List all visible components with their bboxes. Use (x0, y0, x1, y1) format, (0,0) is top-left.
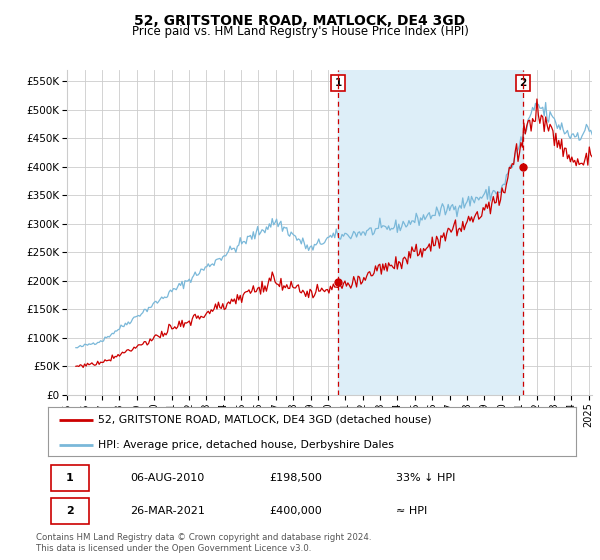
Text: 2: 2 (520, 78, 527, 88)
Bar (338, 70, 523, 395)
Text: £400,000: £400,000 (270, 506, 323, 516)
FancyBboxPatch shape (50, 465, 89, 491)
Text: 52, GRITSTONE ROAD, MATLOCK, DE4 3GD (detached house): 52, GRITSTONE ROAD, MATLOCK, DE4 3GD (de… (98, 415, 432, 425)
Text: 1: 1 (334, 78, 341, 88)
Text: 33% ↓ HPI: 33% ↓ HPI (397, 473, 456, 483)
Text: ≈ HPI: ≈ HPI (397, 506, 428, 516)
Text: 1: 1 (66, 473, 74, 483)
Text: 52, GRITSTONE ROAD, MATLOCK, DE4 3GD: 52, GRITSTONE ROAD, MATLOCK, DE4 3GD (134, 14, 466, 28)
Text: 06-AUG-2010: 06-AUG-2010 (130, 473, 204, 483)
Text: 26-MAR-2021: 26-MAR-2021 (130, 506, 205, 516)
Text: £198,500: £198,500 (270, 473, 323, 483)
FancyBboxPatch shape (50, 498, 89, 524)
Text: Price paid vs. HM Land Registry's House Price Index (HPI): Price paid vs. HM Land Registry's House … (131, 25, 469, 38)
Text: HPI: Average price, detached house, Derbyshire Dales: HPI: Average price, detached house, Derb… (98, 440, 394, 450)
Text: 2: 2 (66, 506, 74, 516)
Text: Contains HM Land Registry data © Crown copyright and database right 2024.
This d: Contains HM Land Registry data © Crown c… (36, 533, 371, 553)
